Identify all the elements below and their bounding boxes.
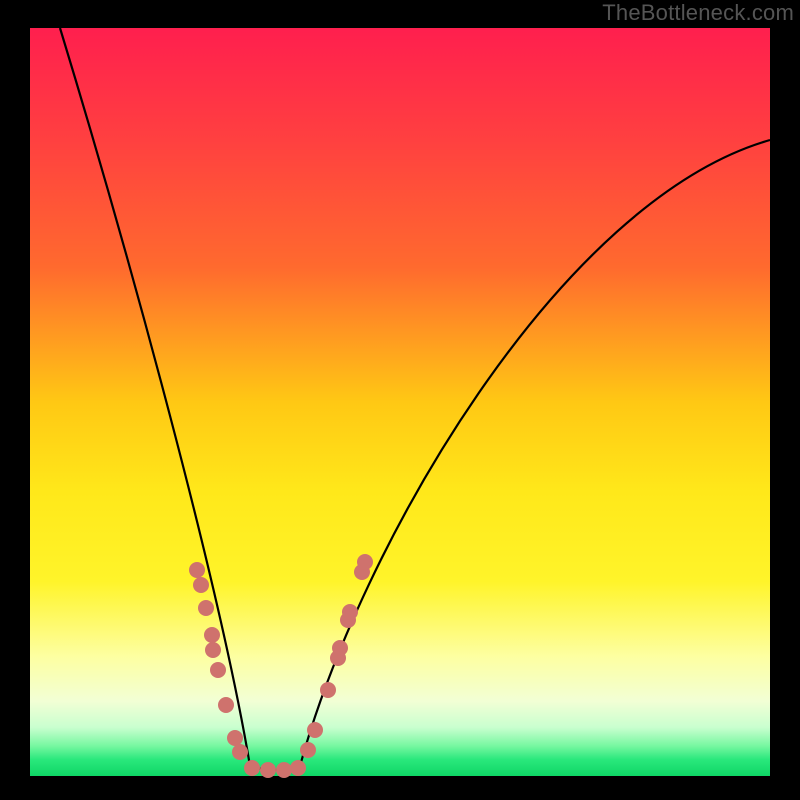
data-point bbox=[218, 697, 234, 713]
data-point bbox=[290, 760, 306, 776]
data-point bbox=[210, 662, 226, 678]
data-point bbox=[205, 642, 221, 658]
chart-container: TheBottleneck.com bbox=[0, 0, 800, 800]
data-point bbox=[260, 762, 276, 778]
data-point bbox=[307, 722, 323, 738]
plot-gradient-background bbox=[30, 28, 770, 776]
data-point bbox=[342, 604, 358, 620]
data-point bbox=[357, 554, 373, 570]
data-point bbox=[198, 600, 214, 616]
data-point bbox=[204, 627, 220, 643]
data-point bbox=[300, 742, 316, 758]
data-point bbox=[244, 760, 260, 776]
data-point bbox=[227, 730, 243, 746]
data-point bbox=[332, 640, 348, 656]
bottleneck-chart bbox=[0, 0, 800, 800]
data-point bbox=[232, 744, 248, 760]
data-point bbox=[276, 762, 292, 778]
data-point bbox=[193, 577, 209, 593]
data-point bbox=[189, 562, 205, 578]
data-point bbox=[320, 682, 336, 698]
